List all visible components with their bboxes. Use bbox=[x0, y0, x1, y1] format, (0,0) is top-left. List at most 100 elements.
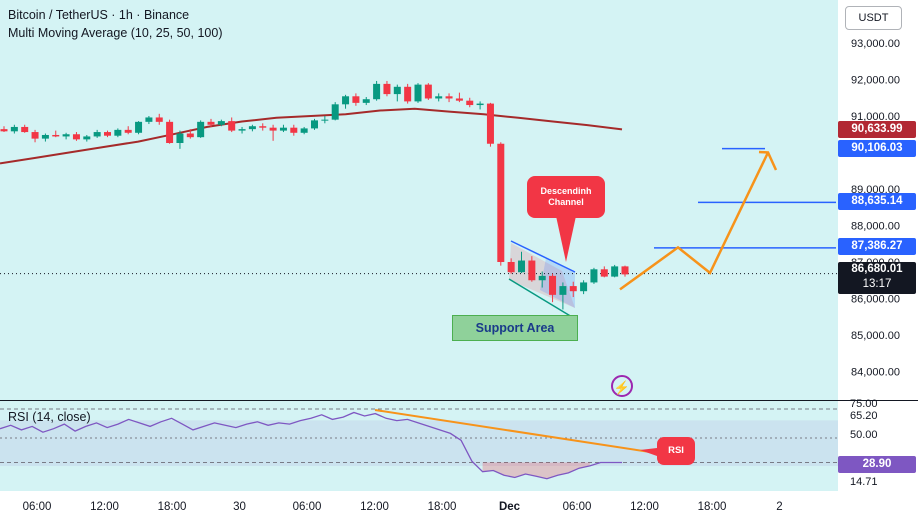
candle-body bbox=[114, 129, 122, 136]
candle-body bbox=[569, 286, 577, 292]
rsi-value-label: 28.90 bbox=[838, 456, 916, 473]
rsi-tick: 65.20 bbox=[850, 410, 878, 422]
candle-body bbox=[331, 104, 339, 120]
candle-body bbox=[217, 121, 225, 125]
projection-arrowhead bbox=[758, 150, 778, 171]
time-tick-label: 12:00 bbox=[90, 501, 119, 513]
channel-upper-line bbox=[510, 240, 576, 273]
target1-price-label: 90,106.03 bbox=[838, 140, 916, 157]
time-tick-label: Dec bbox=[499, 501, 521, 513]
candle-body bbox=[393, 86, 401, 95]
time-tick-label: 12:00 bbox=[360, 501, 389, 513]
time-tick-label: 18:00 bbox=[698, 501, 727, 513]
rsi-divergence-line bbox=[374, 409, 651, 453]
candle-body bbox=[486, 103, 494, 144]
candle-body bbox=[414, 84, 422, 102]
chart-title: Bitcoin / TetherUS · 1h · Binance bbox=[8, 8, 190, 22]
candle-body bbox=[549, 275, 557, 295]
candle-body bbox=[145, 117, 153, 122]
candle-body bbox=[248, 126, 256, 130]
rsi-tick: 14.71 bbox=[850, 476, 878, 488]
candle-body bbox=[104, 132, 111, 136]
candle-body bbox=[124, 129, 132, 133]
candle-body bbox=[72, 134, 80, 140]
countdown-timer: 13:17 bbox=[862, 278, 892, 290]
channel-lower-line bbox=[508, 278, 578, 321]
moving-average-line bbox=[0, 107, 623, 165]
channel-fill-blue bbox=[540, 258, 575, 308]
ma-price-label: 90,633.99 bbox=[838, 121, 916, 138]
last-price-label: 86,680.01 13:17 bbox=[838, 262, 916, 294]
price-tick-label: 92,000.00 bbox=[851, 75, 900, 87]
rsi-line bbox=[0, 411, 622, 480]
candle-body bbox=[518, 260, 525, 273]
candle-body bbox=[135, 121, 143, 133]
candle-body bbox=[279, 127, 287, 131]
candle-body bbox=[155, 117, 163, 122]
candle-body bbox=[238, 129, 246, 131]
candle-body bbox=[207, 121, 215, 125]
descending-channel-label: Descendinh Channel bbox=[527, 176, 605, 218]
price-tick-label: 86,000.00 bbox=[851, 294, 900, 306]
candle-body bbox=[186, 133, 194, 138]
candle-body bbox=[197, 121, 205, 138]
price-pane bbox=[0, 0, 838, 400]
candle-body bbox=[621, 266, 629, 275]
candle-body bbox=[228, 121, 236, 131]
candle-body bbox=[93, 132, 101, 137]
candle-body bbox=[580, 282, 588, 292]
time-tick-label: 30 bbox=[233, 501, 246, 513]
rsi-title: RSI (14, close) bbox=[8, 410, 91, 424]
callout-tail bbox=[556, 216, 576, 262]
time-tick-label: 12:00 bbox=[630, 501, 659, 513]
candle-body bbox=[166, 121, 174, 144]
candle-body bbox=[0, 129, 8, 132]
candle-body bbox=[290, 127, 298, 133]
candle-body bbox=[62, 134, 70, 137]
candle-body bbox=[176, 133, 184, 144]
rsi-oversold-fill bbox=[482, 462, 590, 479]
time-tick-label: 06:00 bbox=[563, 501, 592, 513]
projection-path bbox=[619, 151, 770, 291]
rsi-band bbox=[0, 420, 838, 467]
last-price-value: 86,680.01 bbox=[851, 263, 903, 275]
candle-body bbox=[342, 96, 350, 105]
rsi-tick: 50.00 bbox=[850, 429, 878, 441]
price-tick-label: 93,000.00 bbox=[851, 38, 900, 50]
candle-body bbox=[31, 132, 39, 139]
rsi-badge: RSI bbox=[657, 437, 695, 465]
candle-body bbox=[528, 260, 536, 281]
candle-body bbox=[383, 83, 391, 95]
candle-body bbox=[497, 143, 505, 262]
time-tick-label: 2 bbox=[776, 501, 782, 513]
candle-body bbox=[352, 96, 360, 103]
candle-body bbox=[507, 262, 515, 273]
target3-price-label: 87,386.27 bbox=[838, 238, 916, 255]
candle-body bbox=[600, 269, 608, 277]
candle-body bbox=[259, 126, 267, 128]
candle-body bbox=[311, 120, 318, 129]
price-tick-label: 88,000.00 bbox=[851, 221, 900, 233]
candle-body bbox=[538, 275, 546, 281]
lightning-icon[interactable]: ⚡ bbox=[611, 375, 633, 397]
currency-button[interactable]: USDT bbox=[845, 6, 902, 30]
candle-body bbox=[455, 98, 463, 101]
candle-body bbox=[476, 103, 484, 106]
rsi-badge-tail bbox=[640, 448, 657, 456]
candle-body bbox=[466, 100, 474, 106]
candle-body bbox=[10, 126, 18, 132]
candle-body bbox=[83, 136, 91, 140]
time-tick-label: 18:00 bbox=[158, 501, 187, 513]
support-area-label: Support Area bbox=[452, 315, 578, 341]
candle-body bbox=[404, 86, 412, 102]
price-tick-label: 84,000.00 bbox=[851, 367, 900, 379]
price-tick-label: 85,000.00 bbox=[851, 330, 900, 342]
time-tick-label: 06:00 bbox=[23, 501, 52, 513]
time-axis bbox=[0, 491, 918, 518]
target2-price-label: 88,635.14 bbox=[838, 193, 916, 210]
candle-body bbox=[52, 134, 60, 137]
candle-body bbox=[321, 119, 329, 121]
candle-body bbox=[362, 99, 370, 103]
